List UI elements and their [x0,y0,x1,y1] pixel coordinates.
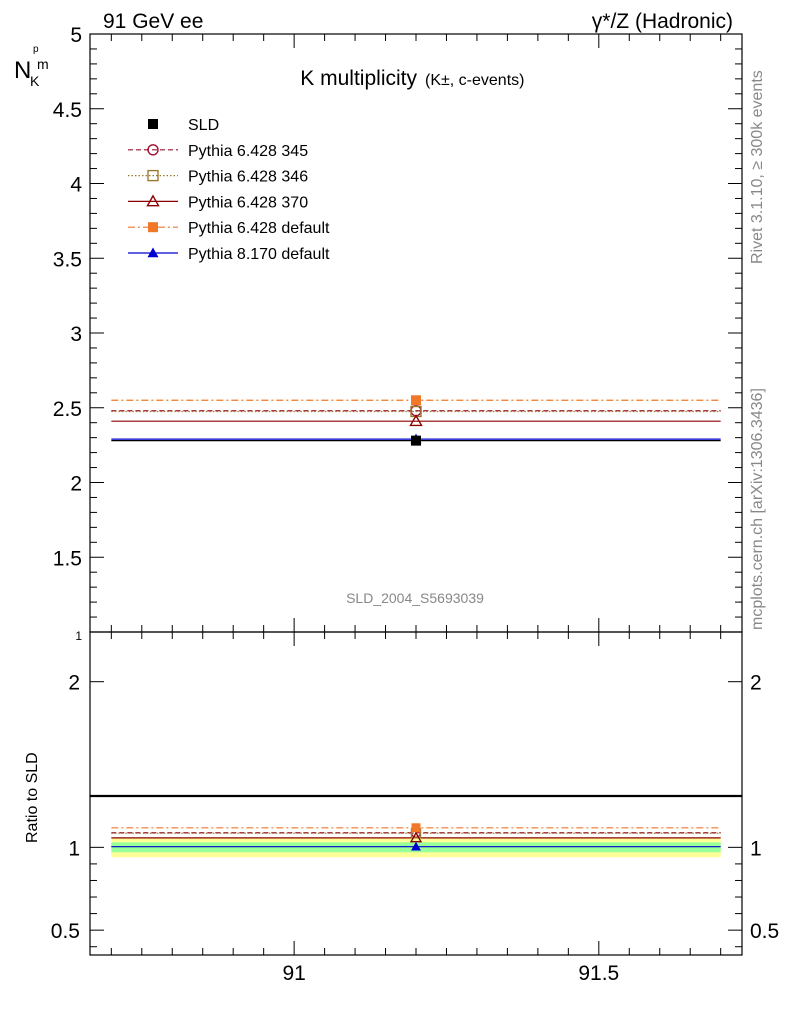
ratio-marker-pythia-6-428-default [411,823,421,833]
legend-label-pythia-8-170-default: Pythia 8.170 default [188,246,330,263]
header-right: γ*/Z (Hadronic) [592,10,733,33]
ratio-panel: 0.5 0.5 1 1 2 2 Ratio to SLD [24,631,779,956]
legend-marker-pythia-6-428-346 [147,169,159,182]
ratio-marker-pythia-8-170-default [411,841,421,851]
legend-marker-pythia-6-428-345 [147,144,159,156]
legend-label-sld: SLD [188,117,219,134]
ratio-y-tick-labels: 0.5 0.5 1 1 2 2 [51,672,779,943]
legend-marker-pythia-8-170-default [147,247,159,258]
ratio-y-tick-label-left: 1 [68,837,80,860]
chart-title: K multiplicity [300,67,417,90]
main-y-tick-label: 2.5 [53,398,82,421]
header-left: 91 GeV ee [103,10,203,33]
ratio-y-tick-label-left: 0.5 [51,920,80,943]
y-axis-title: N K p m [14,44,49,89]
main-marker-pythia-6-428-370 [409,414,423,427]
legend-marker-pythia-6-428-370 [146,194,160,207]
legend-marker-sld [148,119,158,129]
main-y-tick-label: 4.5 [53,99,82,122]
ratio-y-tick-label-right: 2 [750,672,762,695]
ratio-marker-pythia-6-428-370 [409,831,423,843]
mcplots-url-label: mcplots.cern.ch [arXiv:1306.3436] [749,388,766,630]
legend-label-pythia-6-428-345: Pythia 6.428 345 [188,143,308,160]
legend-label-pythia-6-428-346: Pythia 6.428 346 [188,169,308,186]
main-marker-sld [411,435,421,446]
x-tick-label: 91.5 [578,962,619,985]
main-panel: 1 1.5 2 2.5 3 3.5 4 4.5 5 K multiplicity (K±, c-… [14,24,743,643]
legend-label-pythia-6-428-default: Pythia 6.428 default [188,220,330,237]
legend-marker-pythia-6-428-default [148,222,158,233]
chart-title-suffix: (K±, c-events) [425,72,524,89]
main-y-tick-label: 3 [70,323,82,346]
main-y-tick-label: 3.5 [53,248,82,271]
y-axis-title-sub: K [30,73,40,89]
main-axis-ticks [90,33,742,633]
ratio-axis-ticks [90,632,742,955]
main-y-tick-label: 4 [70,174,82,197]
y-axis-title-sup: p [33,44,39,55]
x-tick-label: 91 [282,962,305,985]
main-y-tick-label: 5 [70,24,82,47]
main-y-tick-label: 1.5 [53,547,82,570]
main-markers [409,395,423,446]
ratio-y-axis-title: Ratio to SLD [24,752,41,843]
ratio-y-tick-label-right: 1 [750,837,762,860]
x-tick-labels: 91 91.5 [282,962,619,985]
rivet-version-label: Rivet 3.1.10, ≥ 300k events [749,70,766,264]
ratio-markers [409,823,423,851]
main-y-tick-label: 1 [75,629,82,643]
ratio-y-tick-label-left: 2 [68,672,80,695]
main-marker-pythia-6-428-default [411,395,421,406]
analysis-watermark: SLD_2004_S5693039 [346,590,484,606]
main-y-tick-labels: 1 1.5 2 2.5 3 3.5 4 4.5 5 [53,24,83,643]
legend: SLD Pythia 6.428 345 Pythia 6.428 346 Pythi… [128,117,330,263]
legend-label-pythia-6-428-370: Pythia 6.428 370 [188,194,308,211]
ratio-frame [89,631,743,956]
y-axis-title-sub2: m [37,56,49,72]
y-axis-title-main: N [14,57,31,84]
main-y-tick-label: 2 [70,473,82,496]
ratio-y-tick-label-right: 0.5 [750,920,779,943]
